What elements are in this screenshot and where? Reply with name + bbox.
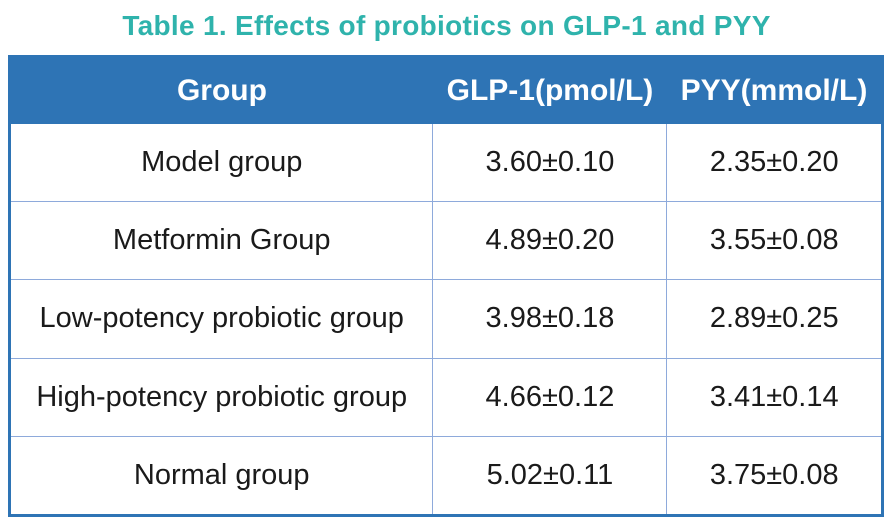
table-header: Group GLP-1(pmol/L) PYY(mmol/L)	[11, 58, 881, 124]
table-row: Metformin Group 4.89±0.20 3.55±0.08	[11, 200, 881, 281]
data-table: Group GLP-1(pmol/L) PYY(mmol/L) Model gr…	[11, 58, 881, 514]
table-row: Low-potency probiotic group 3.98±0.18 2.…	[11, 279, 881, 359]
cell-glp1: 4.66±0.12	[432, 357, 668, 438]
cell-glp1: 4.89±0.20	[432, 200, 668, 281]
column-header-pyy: PYY(mmol/L)	[666, 58, 881, 124]
cell-pyy: 3.75±0.08	[666, 436, 881, 514]
table-row: High-potency probiotic group 4.66±0.12 3…	[11, 357, 881, 438]
cell-pyy: 2.35±0.20	[666, 124, 881, 202]
cell-group: High-potency probiotic group	[11, 357, 434, 438]
header-row: Group GLP-1(pmol/L) PYY(mmol/L)	[11, 58, 881, 124]
cell-glp1: 3.98±0.18	[432, 279, 668, 359]
table-row: Normal group 5.02±0.11 3.75±0.08	[11, 436, 881, 514]
table-row: Model group 3.60±0.10 2.35±0.20	[11, 124, 881, 202]
table-border-frame: Group GLP-1(pmol/L) PYY(mmol/L) Model gr…	[8, 55, 884, 517]
cell-pyy: 3.41±0.14	[666, 357, 881, 438]
cell-group: Normal group	[11, 436, 434, 514]
cell-group: Low-potency probiotic group	[11, 279, 434, 359]
table-body: Model group 3.60±0.10 2.35±0.20 Metformi…	[11, 124, 881, 514]
cell-pyy: 3.55±0.08	[666, 200, 881, 281]
column-header-group: Group	[11, 58, 433, 124]
cell-group: Model group	[11, 124, 434, 202]
cell-glp1: 3.60±0.10	[432, 124, 668, 202]
cell-group: Metformin Group	[11, 200, 434, 281]
column-header-glp1: GLP-1(pmol/L)	[432, 58, 667, 124]
cell-glp1: 5.02±0.11	[432, 436, 668, 514]
cell-pyy: 2.89±0.25	[666, 279, 881, 359]
table-title: Table 1. Effects of probiotics on GLP-1 …	[122, 10, 771, 41]
